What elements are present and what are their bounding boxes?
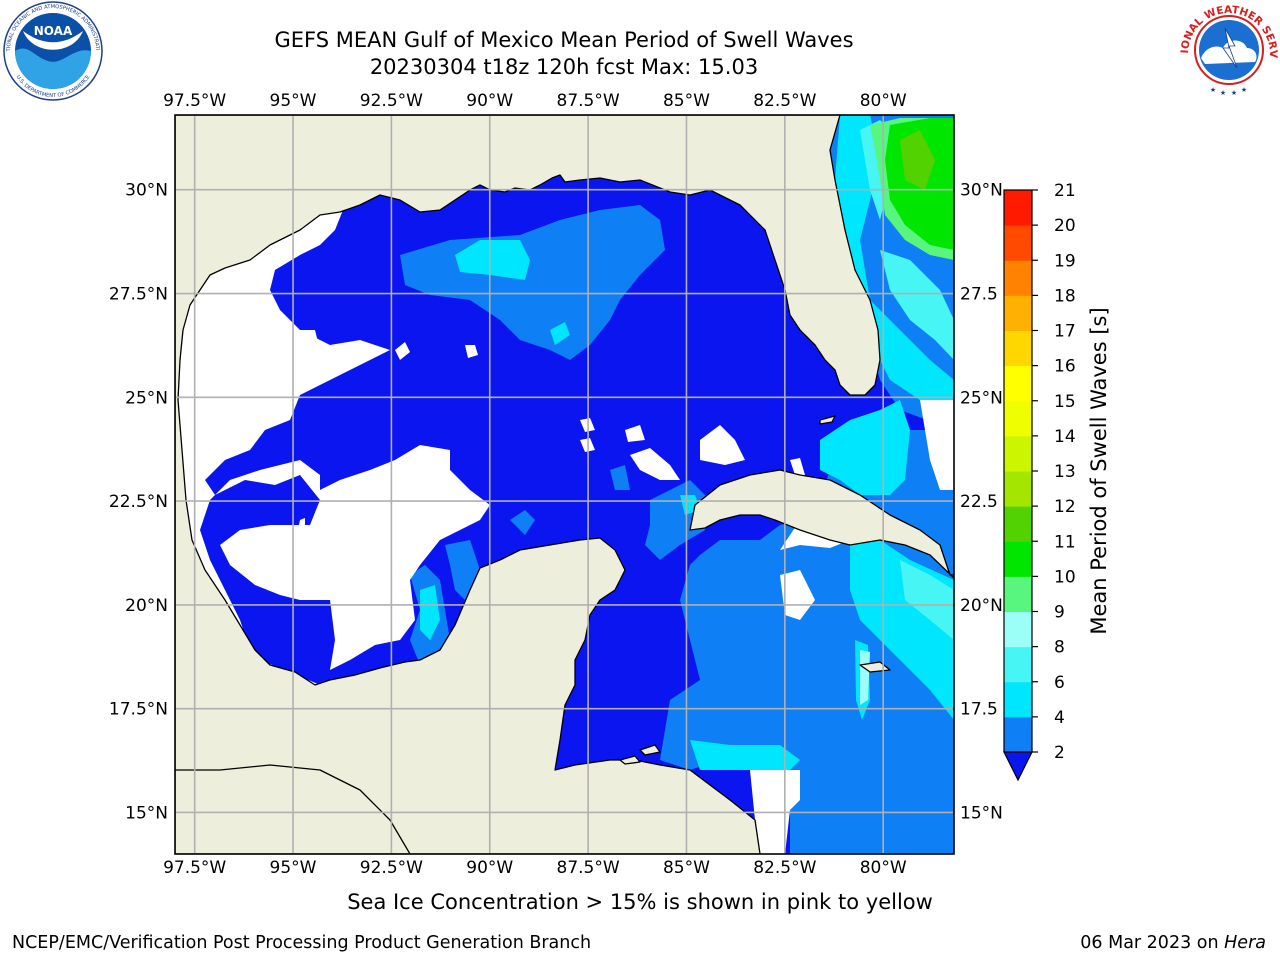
colorbar-band-2-4 xyxy=(1004,716,1032,753)
colorbar-tick-label-3: 18 xyxy=(1054,286,1076,306)
land-north-america xyxy=(175,115,881,854)
colorbar-band-14-15 xyxy=(1004,400,1032,437)
lon-label-bottom-5: 85°W xyxy=(663,858,710,878)
colorbar-band-18-19 xyxy=(1004,260,1032,296)
noaa-logo-text: NOAA xyxy=(34,24,73,38)
colorbar-tick-label-10: 11 xyxy=(1054,532,1076,552)
lon-label-bottom-1: 95°W xyxy=(270,858,317,878)
lon-label-bottom-2: 92.5°W xyxy=(360,858,423,878)
colorbar-tick-label-16: 2 xyxy=(1054,743,1065,763)
lon-label-top-7: 80°W xyxy=(860,91,907,111)
colorbar-tick-label-4: 17 xyxy=(1054,322,1076,342)
lat-label-right-5: 17.5 xyxy=(960,700,998,720)
lon-label-top-0: 97.5°W xyxy=(163,91,226,111)
colorbar-band-4-6 xyxy=(1004,681,1032,718)
lon-label-top-4: 87.5°W xyxy=(557,91,620,111)
lat-label-right-3: 22.5 xyxy=(960,492,998,512)
colorbar-band-15-16 xyxy=(1004,365,1032,402)
land-cuba xyxy=(689,469,954,579)
lat-label-left-4: 20°N xyxy=(125,596,168,616)
colorbar-extend-below xyxy=(1003,751,1033,782)
colorbar-band-11-12 xyxy=(1004,506,1032,542)
noaa-logo: NOAA NATIONAL OCEANIC AND ATMOSPHERIC AD… xyxy=(3,1,103,101)
map-panel xyxy=(174,114,955,855)
lat-label-right-2: 25°N xyxy=(960,388,1003,408)
colorbar-tick-label-13: 8 xyxy=(1054,638,1065,658)
colorbar-tick-label-2: 19 xyxy=(1054,251,1076,271)
lon-label-bottom-7: 80°W xyxy=(860,858,907,878)
title-line-2: 20230304 t18z 120h fcst Max: 15.03 xyxy=(369,55,759,79)
colorbar-band-10-11 xyxy=(1004,541,1032,577)
map-gridlines xyxy=(175,115,954,854)
map-frame xyxy=(174,114,955,855)
colorbar-label: Mean Period of Swell Waves [s] xyxy=(1087,307,1111,634)
colorbar-tick-label-14: 6 xyxy=(1054,673,1065,693)
lat-label-left-3: 22.5°N xyxy=(109,492,168,512)
lon-label-top-3: 90°W xyxy=(466,91,513,111)
footer-date-text: 06 Mar 2023 on xyxy=(1080,933,1225,953)
lon-label-bottom-3: 90°W xyxy=(466,858,513,878)
lon-label-top-5: 85°W xyxy=(663,91,710,111)
colorbar-band-13-14 xyxy=(1004,435,1032,472)
colorbar: 21 20 19 18 17 16 15 14 13 12 11 10 9 8 6 4 2 xyxy=(1003,181,1076,782)
sea-ice-caption: Sea Ice Concentration > 15% is shown in … xyxy=(347,890,933,914)
lat-label-left-1: 27.5°N xyxy=(109,285,168,305)
colorbar-band-17-18 xyxy=(1004,295,1032,331)
lat-label-left-0: 30°N xyxy=(125,181,168,201)
map-content xyxy=(175,115,954,854)
footer-credit: NCEP/EMC/Verification Post Processing Pr… xyxy=(12,933,592,953)
svg-text:★: ★ xyxy=(1241,86,1247,94)
footer-host: Hera xyxy=(1224,933,1266,953)
lon-label-bottom-0: 97.5°W xyxy=(163,858,226,878)
colorbar-band-6-8 xyxy=(1004,646,1032,683)
nws-logo: NATIONAL WEATHER SERVICE ★★★★ xyxy=(1179,2,1279,98)
colorbar-tick-label-5: 16 xyxy=(1054,357,1076,377)
colorbar-tick-label-6: 15 xyxy=(1054,392,1076,412)
colorbar-tick-label-7: 14 xyxy=(1054,427,1076,447)
colorbar-tick-label-9: 12 xyxy=(1054,497,1076,517)
title-line-1: GEFS MEAN Gulf of Mexico Mean Period of … xyxy=(274,28,854,52)
colorbar-tick-label-8: 13 xyxy=(1054,462,1076,482)
lon-label-bottom-6: 82.5°W xyxy=(753,858,816,878)
longitude-labels-top: 97.5°W 95°W 92.5°W 90°W 87.5°W 85°W 82.5°W 80°W xyxy=(163,91,907,111)
footer-date: 06 Mar 2023 on Hera xyxy=(1080,933,1266,953)
lon-label-bottom-4: 87.5°W xyxy=(557,858,620,878)
svg-text:★: ★ xyxy=(1220,89,1226,97)
latitude-labels-left: 30°N 27.5°N 25°N 22.5°N 20°N 17.5°N 15°N xyxy=(109,181,168,824)
lat-label-right-0: 30°N xyxy=(960,181,1003,201)
colorbar-band-16-17 xyxy=(1004,330,1032,367)
lon-label-top-6: 82.5°W xyxy=(753,91,816,111)
longitude-labels-bottom: 97.5°W 95°W 92.5°W 90°W 87.5°W 85°W 82.5°W 80°W xyxy=(163,858,907,878)
colorbar-tick-label-15: 4 xyxy=(1054,708,1065,728)
lat-label-right-4: 20°N xyxy=(960,596,1003,616)
lat-label-right-1: 27.5 xyxy=(960,285,998,305)
lat-label-right-6: 15°N xyxy=(960,803,1003,823)
colorbar-band-9-10 xyxy=(1004,576,1032,612)
colorbar-band-12-13 xyxy=(1004,471,1032,507)
colorbar-tick-label-1: 20 xyxy=(1054,216,1076,236)
svg-text:★: ★ xyxy=(1210,86,1216,94)
colorbar-band-19-20 xyxy=(1004,225,1032,261)
lat-label-left-5: 17.5°N xyxy=(109,700,168,720)
colorbar-tick-label-12: 9 xyxy=(1054,603,1065,623)
colorbar-tick-label-0: 21 xyxy=(1054,181,1076,201)
lon-label-top-2: 92.5°W xyxy=(360,91,423,111)
svg-text:★: ★ xyxy=(1231,89,1237,97)
lon-label-top-1: 95°W xyxy=(270,91,317,111)
colorbar-tick-label-11: 10 xyxy=(1054,567,1076,587)
nws-stars: ★ ★ ★ ★ xyxy=(1210,86,1247,97)
lat-label-left-2: 25°N xyxy=(125,388,168,408)
lat-label-left-6: 15°N xyxy=(125,803,168,823)
land-masses xyxy=(175,115,954,854)
latitude-labels-right: 30°N 27.5 25°N 22.5 20°N 17.5 15°N xyxy=(960,181,1003,824)
colorbar-band-8-9 xyxy=(1004,611,1032,648)
colorbar-band-20-21 xyxy=(1004,190,1032,226)
